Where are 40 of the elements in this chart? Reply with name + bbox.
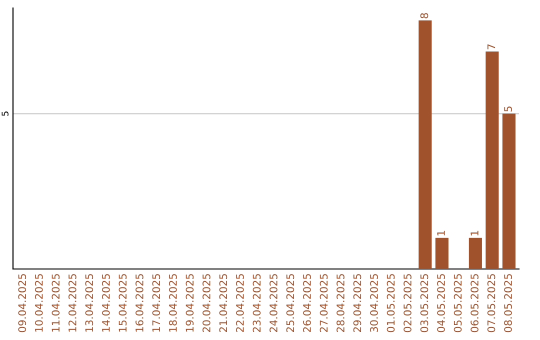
data-label: 8 <box>420 13 428 18</box>
x-tick-label: 19.04.2025 <box>186 274 194 332</box>
x-tick-label: 04.05.2025 <box>437 274 445 332</box>
x-tick-label: 15.04.2025 <box>118 274 127 332</box>
bar <box>418 20 432 269</box>
x-tick-label: 24.04.2025 <box>270 274 278 332</box>
x-tick-label: 30.04.2025 <box>370 274 378 332</box>
x-tick-label: 23.04.2025 <box>252 274 261 332</box>
bar <box>486 52 499 269</box>
x-tick-label: 22.04.2025 <box>236 274 244 332</box>
bar <box>468 238 482 269</box>
x-tick-label: 08.05.2025 <box>504 274 512 332</box>
x-tick-label: 17.04.2025 <box>152 274 160 332</box>
x-tick-label: 26.04.2025 <box>303 274 311 332</box>
data-label: 5 <box>504 106 512 112</box>
x-tick-label: 07.05.2025 <box>487 274 496 332</box>
x-tick-label: 01.05.2025 <box>386 274 395 332</box>
data-label: 7 <box>487 44 496 50</box>
x-tick-label: 25.04.2025 <box>286 274 294 332</box>
x-tick-label: 28.04.2025 <box>336 274 344 332</box>
data-label: 1 <box>437 230 445 236</box>
x-tick-label: 05.05.2025 <box>454 274 462 332</box>
x-tick-label: 20.04.2025 <box>202 274 210 332</box>
bar <box>435 238 448 269</box>
data-label: 1 <box>470 230 478 236</box>
bar <box>502 114 516 269</box>
x-tick-label: 29.04.2025 <box>353 274 362 332</box>
x-tick-label: 21.04.2025 <box>219 274 228 332</box>
x-tick-label: 03.05.2025 <box>420 274 428 332</box>
x-tick-label: 13.04.2025 <box>85 274 94 332</box>
x-tick-label: 10.04.2025 <box>34 274 43 332</box>
x-tick-label: 18.04.2025 <box>168 274 177 332</box>
x-tick-label: 27.04.2025 <box>320 274 328 332</box>
x-tick-label: 09.04.2025 <box>18 274 26 332</box>
x-tick-label: 11.04.2025 <box>52 274 60 332</box>
x-tick-label: 02.05.2025 <box>404 274 412 332</box>
x-tick-label: 14.04.2025 <box>102 274 110 332</box>
x-tick-label: 12.04.2025 <box>68 274 76 332</box>
x-tick-label: 16.04.2025 <box>135 274 144 332</box>
x-tick-label: 06.05.2025 <box>470 274 478 332</box>
